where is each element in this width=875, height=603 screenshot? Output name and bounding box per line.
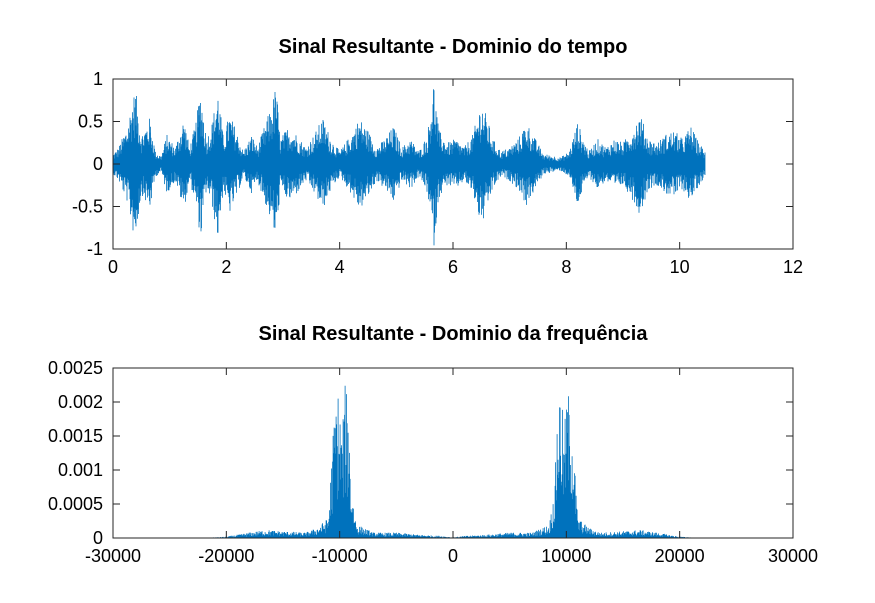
y-tick-label: 0.002: [58, 392, 103, 412]
chart-time-domain: Sinal Resultante - Dominio do tempo 0 2 4 6…: [72, 36, 803, 277]
chart-title-time: Sinal Resultante - Dominio do tempo: [279, 36, 628, 58]
x-tick-label: 2: [221, 257, 231, 277]
time-signal-line: [112, 89, 706, 246]
y-tick-label: -1: [87, 239, 103, 259]
frequency-spectrum-series: [204, 385, 701, 538]
x-tick-label: -20000: [198, 546, 254, 566]
x-tick-label: 30000: [768, 546, 818, 566]
x-tick-label: 0: [448, 546, 458, 566]
time-signal-series: [112, 89, 706, 246]
x-tick-label: 12: [783, 257, 803, 277]
y-tick-label: 0.0025: [48, 358, 103, 378]
chart-frequency-domain: Sinal Resultante - Dominio da frequência…: [48, 323, 818, 566]
y-tick-label: 0.0015: [48, 426, 103, 446]
frequency-axes-box: [112, 367, 794, 539]
y-tick-label: 1: [93, 69, 103, 89]
x-tick-label: -30000: [85, 546, 141, 566]
frequency-spectrum-line: [204, 385, 701, 538]
time-axis-ticks: 0 2 4 6 8 10 12 -1 -0.5 0 0.5 1: [72, 69, 803, 277]
x-tick-label: 8: [561, 257, 571, 277]
x-tick-label: 10: [670, 257, 690, 277]
y-tick-label: 0.5: [78, 112, 103, 132]
x-tick-label: 4: [335, 257, 345, 277]
x-tick-label: 0: [108, 257, 118, 277]
y-tick-label: 0.001: [58, 460, 103, 480]
x-tick-label: -10000: [312, 546, 368, 566]
y-tick-label: 0: [93, 528, 103, 548]
x-tick-label: 6: [448, 257, 458, 277]
frequency-axis-ticks: -30000 -20000 -10000 0 10000 20000 30000 0 0.000…: [48, 358, 818, 566]
y-tick-label: 0: [93, 154, 103, 174]
x-tick-label: 10000: [541, 546, 591, 566]
chart-title-frequency: Sinal Resultante - Dominio da frequência: [259, 323, 649, 345]
x-tick-label: 20000: [655, 546, 705, 566]
y-tick-label: 0.0005: [48, 494, 103, 514]
y-tick-label: -0.5: [72, 197, 103, 217]
